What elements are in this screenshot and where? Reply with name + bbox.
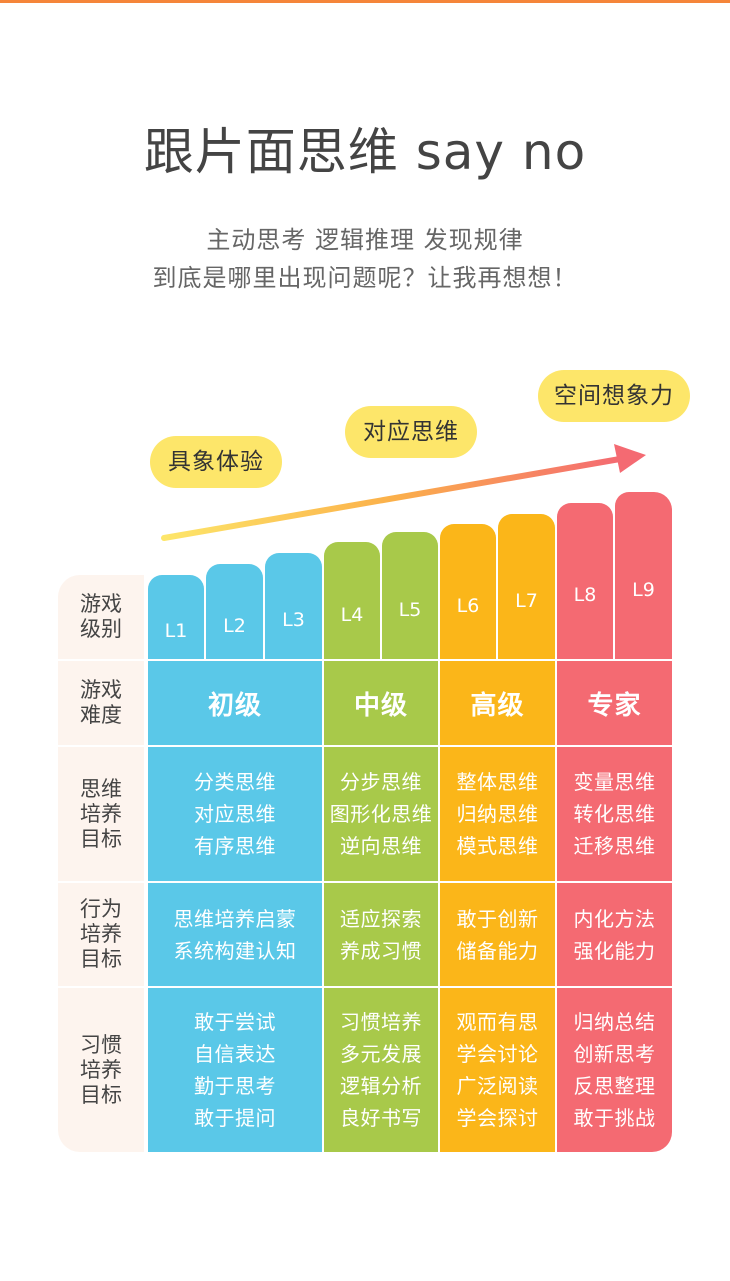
difficulty-cell-expert: 专家 [557,661,672,745]
row-label-column [58,575,144,1152]
habit-item: 归纳总结 [573,1010,656,1034]
difficulty-cell-advanced: 高级 [440,661,555,745]
habit-item: 学会讨论 [456,1042,539,1066]
habit-cell-advanced: 观而有思 学会讨论 广泛阅读 学会探讨 [440,988,555,1152]
behavior-item: 强化能力 [573,938,656,963]
thinking-item: 逆向思维 [340,834,422,858]
behavior-item: 储备能力 [456,938,539,963]
row-label-level: 游戏级别 [80,592,122,641]
level-step-l8: L8 [557,503,613,659]
thinking-item: 对应思维 [194,802,276,826]
habit-item: 习惯培养 [340,1010,422,1034]
behavior-cell-intermediate: 适应探索 养成习惯 [324,883,438,986]
row-label-thinking: 思维培养目标 [80,776,122,851]
behavior-item: 敢于创新 [456,906,539,931]
habit-item: 敢于挑战 [573,1106,656,1130]
thinking-item: 有序思维 [194,834,276,858]
level-step-l5: L5 [382,532,438,659]
row-label-behavior: 行为培养目标 [80,897,122,971]
thinking-item: 变量思维 [573,770,656,794]
thinking-cell-beginner: 分类思维 对应思维 有序思维 [148,747,322,881]
page-title: 跟片面思维 say no [143,123,587,181]
habit-item: 反思整理 [573,1074,656,1098]
habit-item: 敢于尝试 [194,1010,276,1034]
level-step-l7: L7 [498,514,555,659]
level-step-l4: L4 [324,542,380,659]
habit-cell-expert: 归纳总结 创新思考 反思整理 敢于挑战 [557,988,672,1152]
behavior-item: 养成习惯 [340,938,422,963]
thinking-cell-advanced: 整体思维 归纳思维 模式思维 [440,747,555,881]
behavior-item: 内化方法 [573,906,656,931]
habit-item: 敢于提问 [194,1106,276,1130]
level-step-l2: L2 [206,564,263,659]
level-step-l3: L3 [265,553,322,659]
habit-item: 观而有思 [456,1010,539,1034]
behavior-item: 适应探索 [340,906,422,931]
thinking-item: 整体思维 [456,770,539,794]
stage-pill-correspondence: 对应思维 [345,406,477,458]
row-separator [58,986,144,988]
difficulty-cell-beginner: 初级 [148,661,322,745]
behavior-cell-expert: 内化方法 强化能力 [557,883,672,986]
thinking-item: 迁移思维 [573,834,656,858]
habit-item: 广泛阅读 [456,1074,539,1098]
level-step-l1: L1 [148,575,204,659]
thinking-item: 分步思维 [340,770,422,794]
habit-item: 良好书写 [340,1106,422,1130]
subtitle-line-1: 主动思考 逻辑推理 发现规律 [206,226,524,254]
thinking-item: 模式思维 [456,834,539,858]
habit-item: 逻辑分析 [340,1074,422,1098]
thinking-item: 归纳思维 [456,802,539,826]
subtitle-line-2: 到底是哪里出现问题呢？让我再想想！ [152,264,578,292]
habit-item: 创新思考 [573,1042,656,1066]
habit-item: 自信表达 [194,1042,276,1066]
thinking-cell-intermediate: 分步思维 图形化思维 逆向思维 [324,747,438,881]
habit-cell-intermediate: 习惯培养 多元发展 逻辑分析 良好书写 [324,988,438,1152]
thinking-item: 图形化思维 [329,802,433,826]
behavior-cell-beginner: 思维培养启蒙 系统构建认知 [148,883,322,986]
top-accent-bar [0,0,730,3]
difficulty-cell-intermediate: 中级 [324,661,438,745]
row-separator [58,659,144,661]
behavior-item: 思维培养启蒙 [173,906,297,931]
stage-pill-concrete: 具象体验 [150,436,282,488]
thinking-cell-expert: 变量思维 转化思维 迁移思维 [557,747,672,881]
row-separator [58,881,144,883]
row-label-habit: 习惯培养目标 [80,1032,122,1107]
row-separator [58,745,144,747]
level-step-l6: L6 [440,524,496,659]
behavior-item: 系统构建认知 [173,938,297,963]
habit-item: 勤于思考 [194,1074,276,1098]
behavior-cell-advanced: 敢于创新 储备能力 [440,883,555,986]
thinking-item: 分类思维 [194,770,276,794]
habit-item: 学会探讨 [456,1106,539,1130]
level-step-l9: L9 [615,492,672,659]
habit-cell-beginner: 敢于尝试 自信表达 勤于思考 敢于提问 [148,988,322,1152]
habit-item: 多元发展 [340,1042,422,1066]
stage-pill-spatial: 空间想象力 [538,370,690,422]
row-label-difficulty: 游戏难度 [80,678,122,727]
thinking-item: 转化思维 [573,802,656,826]
progress-arrow-icon [161,444,646,541]
